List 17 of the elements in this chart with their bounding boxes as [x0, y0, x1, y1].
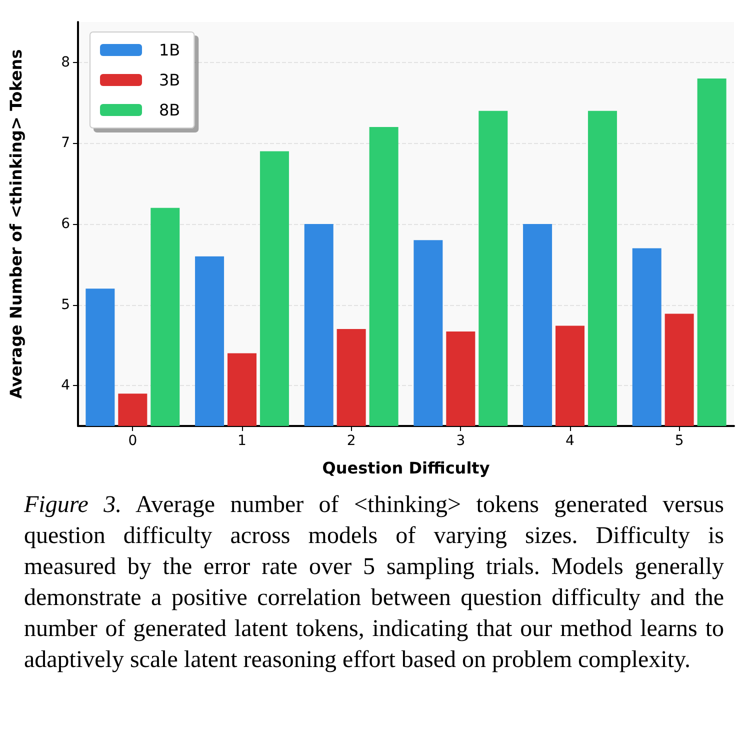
legend-label: 3B: [159, 70, 180, 90]
y-axis-title: Average Number of <thinking> Tokens: [6, 49, 26, 399]
legend-label: 8B: [159, 100, 180, 120]
y-tick-label: 5: [61, 296, 70, 313]
x-tick-label: 5: [674, 433, 684, 449]
y-tick-label: 8: [61, 54, 70, 70]
x-tick-label: 2: [346, 433, 356, 449]
x-tick-label: 4: [566, 433, 575, 449]
x-tick-label: 0: [128, 433, 138, 449]
x-tick-label: 1: [238, 433, 246, 449]
y-tick-label: 6: [61, 216, 70, 232]
y-tick-label: 4: [61, 378, 70, 394]
y-tick-label: 7: [61, 135, 70, 152]
x-tick-label: 3: [456, 433, 466, 449]
legend-label: 1B: [159, 40, 180, 60]
x-axis-title: Question Difficulty: [322, 458, 490, 478]
caption: Figure 3. Average number of <thinking> tokens generated versus question difficulty across models of varying sizes. Difficulty is measured by the error rate over 5 sampling trials. Models generally demonstrate a positive correlation between question difficulty and the number of generated latent tokens, indicating that our method learns to adaptively scale latent reasoning effort based on problem complexity.: [24, 491, 724, 675]
